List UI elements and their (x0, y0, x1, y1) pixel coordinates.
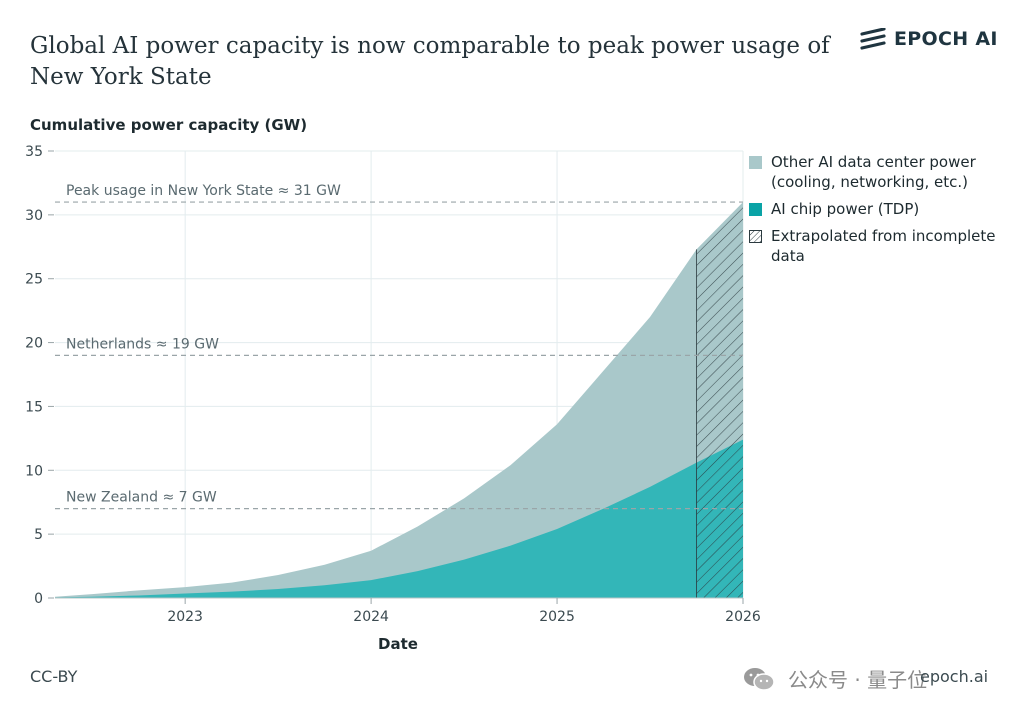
watermark: 公众号 · 量子位 (742, 664, 927, 693)
reference-lines-layer: Peak usage in New York State ≈ 31 GW Neth… (55, 183, 743, 510)
y-tick-label-10: 10 (25, 463, 43, 479)
area-chip-power (55, 439, 743, 598)
legend-swatch-extrapolated (749, 230, 762, 243)
brand-name: EPOCH AI (894, 28, 998, 50)
reference-label-0: Peak usage in New York State ≈ 31 GW (66, 183, 341, 199)
reference-label-2: New Zealand ≈ 7 GW (66, 490, 217, 506)
y-tick-label-25: 25 (25, 272, 43, 288)
reference-label-1: Netherlands ≈ 19 GW (66, 336, 219, 352)
legend-label-extrapolated: Extrapolated from incomplete data (771, 227, 996, 265)
area-other-power (55, 202, 743, 599)
epoch-logo-icon (860, 28, 886, 50)
site-url[interactable]: epoch.ai (920, 667, 989, 686)
y-axis-label: Cumulative power capacity (GW) (30, 116, 308, 134)
y-tick-label-30: 30 (25, 208, 43, 224)
legend-label-other-power: Other AI data center power (cooling, net… (771, 153, 976, 191)
y-tick-label-35: 35 (25, 144, 43, 160)
x-tick-label-2025: 2025 (539, 609, 575, 625)
legend-swatch-chip-power (749, 203, 762, 216)
license-label: CC-BY (30, 667, 78, 686)
legend: Other AI data center power (cooling, net… (749, 152, 1009, 273)
wechat-icon (744, 667, 775, 691)
x-tick-label-2026: 2026 (725, 609, 761, 625)
y-tick-label-15: 15 (25, 399, 43, 415)
area-layer (55, 202, 743, 599)
legend-item-other-power[interactable]: Other AI data center power (cooling, net… (749, 152, 1009, 192)
brand-logo[interactable]: EPOCH AI (860, 28, 998, 50)
legend-item-chip-power[interactable]: AI chip power (TDP) (749, 199, 1009, 219)
area-extrapolated-hatch (696, 202, 743, 599)
x-axis-label: Date (378, 635, 418, 653)
watermark-text: 公众号 · 量子位 (788, 668, 928, 692)
x-tick-label-2024: 2024 (353, 609, 389, 625)
legend-label-chip-power: AI chip power (TDP) (771, 200, 920, 218)
y-tick-label-0: 0 (34, 591, 43, 607)
legend-item-extrapolated[interactable]: Extrapolated from incomplete data (749, 226, 1009, 266)
y-tick-label-20: 20 (25, 336, 43, 352)
chart-title: Global AI power capacity is now comparab… (30, 33, 830, 90)
y-tick-label-5: 5 (34, 527, 43, 543)
legend-swatch-other-power (749, 156, 762, 169)
x-tick-label-2023: 2023 (167, 609, 203, 625)
